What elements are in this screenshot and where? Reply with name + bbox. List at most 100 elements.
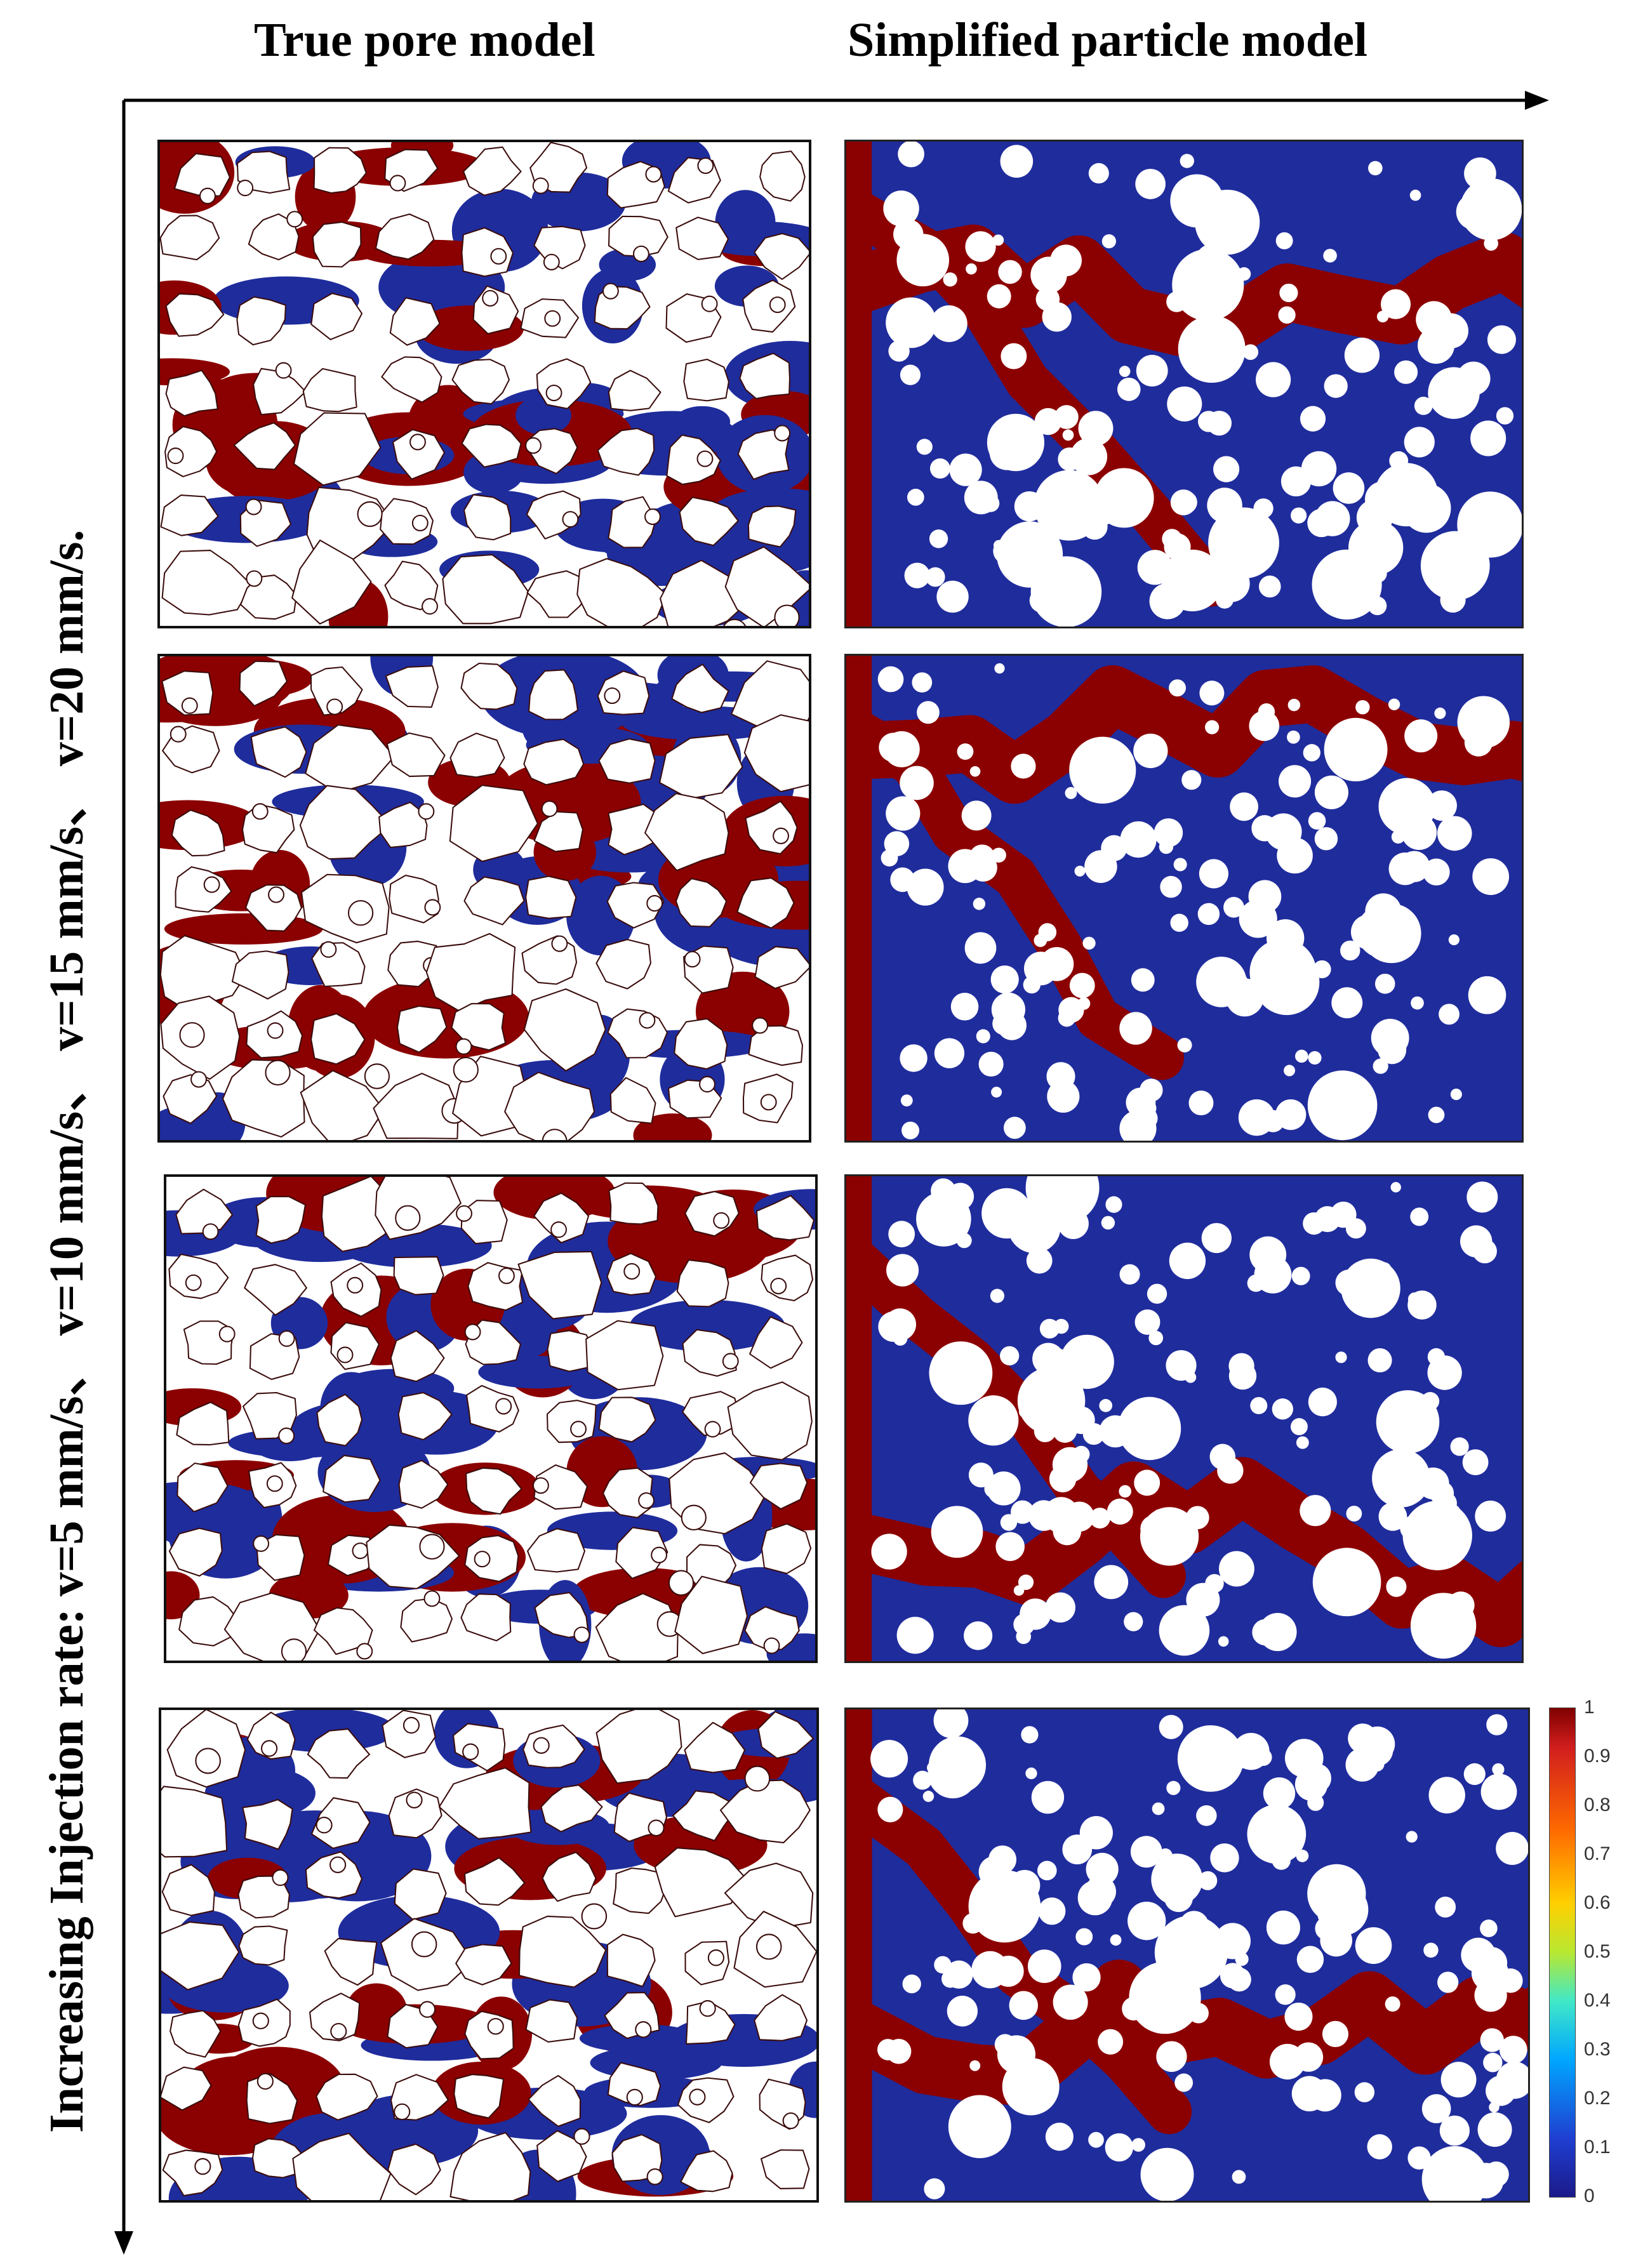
small-grain: [573, 2128, 590, 2145]
particle: [896, 1617, 934, 1654]
particle: [1169, 1242, 1206, 1280]
particle: [1009, 1869, 1041, 1901]
pore-fluid-region: [674, 406, 731, 438]
small-grain: [532, 1477, 549, 1494]
grain: [178, 1596, 239, 1647]
grain: [382, 1710, 436, 1758]
particle: [1094, 1565, 1129, 1600]
particle: [883, 190, 919, 227]
particle: [1356, 905, 1410, 958]
small-grain: [644, 508, 661, 526]
particle: [884, 831, 910, 856]
grain: [525, 1999, 578, 2043]
colorbar-tick-label: 0: [1584, 2185, 1595, 2206]
particle: [1333, 472, 1365, 504]
particle: [904, 562, 930, 588]
small-grain: [581, 1903, 608, 1930]
grain: [672, 1790, 733, 1841]
particle: [1148, 1330, 1164, 1346]
particle: [1313, 960, 1331, 979]
grain: [666, 434, 721, 486]
particle: [1213, 456, 1240, 482]
particle: [1296, 1946, 1324, 1973]
grain: [160, 494, 219, 536]
small-grain: [179, 1022, 205, 1048]
particle: [1484, 236, 1498, 251]
particle: [1140, 2147, 1194, 2201]
particle: [1278, 306, 1296, 324]
horizontal-arrowhead: [1525, 91, 1549, 110]
particle: [1021, 1726, 1039, 1744]
grain: [460, 662, 518, 710]
particle: [1480, 1920, 1498, 1937]
pore-map-row2: [160, 656, 809, 1140]
grain: [754, 946, 809, 990]
particle: [890, 867, 915, 892]
particle: [1282, 1929, 1295, 1942]
small-grain: [651, 1546, 668, 1563]
particle: [1303, 1212, 1326, 1235]
particle: [1122, 1996, 1146, 2021]
particle: [1275, 232, 1293, 249]
particle: [1308, 1051, 1322, 1065]
particle: [1196, 1805, 1217, 1826]
particle: [1468, 2163, 1504, 2199]
particle: [1303, 744, 1320, 762]
particle: [1249, 710, 1280, 741]
particle: [1218, 1636, 1229, 1647]
particle: [1406, 1831, 1418, 1843]
particle: [1160, 875, 1182, 898]
particle: [994, 663, 1005, 674]
grain: [300, 1070, 385, 1140]
invading-finger: [846, 665, 1522, 804]
grain: [739, 352, 790, 400]
particle: [1107, 1498, 1133, 1525]
grain: [255, 1196, 306, 1244]
particle: [1077, 997, 1091, 1010]
small-grain: [544, 310, 561, 327]
small-grain: [550, 1221, 567, 1238]
particle: [1119, 366, 1131, 377]
small-grain: [623, 1263, 641, 1280]
small-grain: [419, 1534, 445, 1560]
grain: [595, 1710, 682, 1784]
particle: [1416, 1470, 1439, 1493]
grain: [323, 1454, 381, 1503]
grain: [316, 1393, 363, 1447]
particle: [1391, 830, 1406, 844]
small-grain: [423, 1590, 441, 1607]
particle: [1296, 1436, 1309, 1449]
particle: [1023, 952, 1058, 986]
pore-fluid-region: [633, 1113, 712, 1140]
particle: [1411, 996, 1424, 1010]
particle: [1045, 1592, 1076, 1623]
particle: [1072, 1445, 1090, 1463]
grain: [748, 1025, 804, 1066]
grain: [736, 877, 795, 929]
invading-branch: [846, 703, 1184, 1080]
particle: [931, 1178, 956, 1204]
particle: [1284, 1064, 1296, 1077]
particle: [1117, 378, 1141, 401]
particle: [1373, 1058, 1388, 1074]
particle-map-row4: [846, 1709, 1528, 2201]
particle: [1291, 507, 1307, 524]
grain: [442, 554, 529, 625]
particle: [1034, 934, 1047, 947]
grain: [528, 669, 578, 720]
particle: [900, 1044, 928, 1072]
particle: [1020, 1598, 1051, 1630]
particle: [1307, 1864, 1366, 1923]
particle: [1294, 1768, 1328, 1801]
small-grain: [422, 598, 438, 615]
particle: [1427, 1348, 1446, 1366]
particle: [886, 796, 921, 831]
grain: [743, 714, 809, 793]
grain: [542, 1852, 597, 1902]
particle: [1450, 1437, 1469, 1456]
particle: [1322, 2020, 1348, 2048]
grain: [615, 1527, 668, 1579]
particle: [966, 263, 977, 275]
small-grain: [256, 2072, 274, 2090]
grain: [754, 1994, 808, 2041]
